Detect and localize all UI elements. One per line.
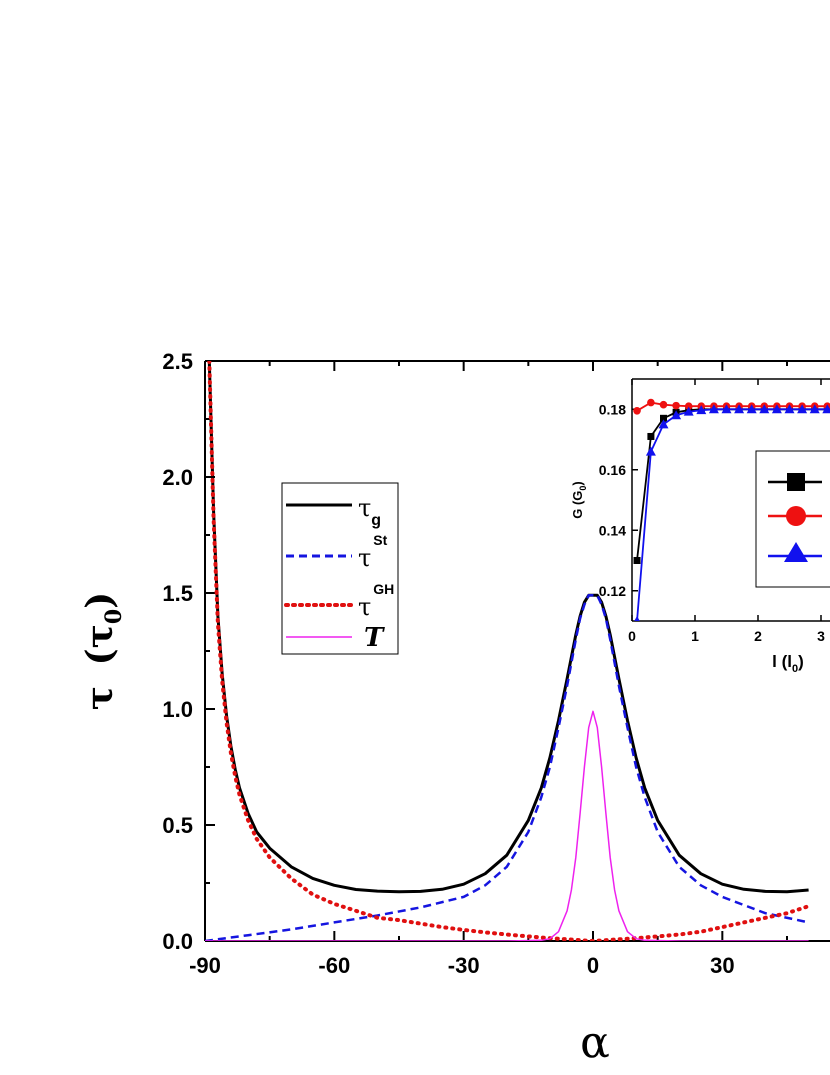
y-tick-label: 2.0 [162,465,193,490]
inset-legend-entry-squares [768,473,822,491]
series-line-T [205,710,809,941]
inset-legend-circle-marker [786,506,806,526]
inset-marker-triangle [771,404,782,414]
y-axis-symbol: τ [79,686,121,710]
series-line-tau_GH [207,361,811,941]
inset-y-tick-label: 0.12 [599,583,626,599]
inset-marker-triangle [809,404,820,414]
x-tick-label: -90 [189,953,221,978]
inset-marker-circle [672,401,680,410]
inset-marker-circle [647,398,655,407]
inset-marker-triangle [696,405,707,415]
inset-x-tick-label: 3 [817,628,825,644]
inset-y-tick-label: 0.14 [599,522,626,538]
inset-marker-triangle [784,404,795,414]
inset-x-tick-label: 2 [754,628,762,644]
inset-series [633,398,830,621]
inset-plot: 0 1 2 3 0.12 0.14 0.16 0.18 l (l0) G (G0) [570,378,830,675]
svg-text:τSt: τSt [358,532,388,572]
inset-marker-square [647,432,655,440]
x-tick-label: -30 [448,953,480,978]
inset-marker-triangle [759,404,770,414]
inset-y-axis-title: G (G0) [570,481,588,519]
inset-marker-triangle [708,404,719,414]
inset-marker-circle [684,402,693,411]
series-line-tau_St [205,594,809,941]
inset-marker-triangle [683,406,694,416]
main-ticks [204,360,788,942]
inset-marker-triangle [634,616,640,621]
y-tick-label: 1.5 [162,581,193,606]
x-tick-label: 30 [710,953,734,978]
x-axis-title: α [580,1017,610,1068]
inset-tick-labels: 0 1 2 3 0.12 0.14 0.16 0.18 [599,401,825,644]
inset-marker-circle [633,406,641,415]
legend-entry-tau-gh: τGH [284,581,394,621]
y-tick-label: 0.0 [162,929,193,954]
main-legend: τg τSt τGH T [281,482,399,655]
inset-marker-square [660,414,667,422]
svg-text:τg: τg [358,494,381,529]
y-tick-label: 1.0 [162,697,193,722]
y-axis-unit-sub: 0 [101,609,127,624]
inset-marker-triangle [658,419,669,429]
inset-legend-entry-circles [768,506,822,526]
inset-marker-triangle [645,446,656,456]
main-plot: -90 -60 -30 0 300.00.51.01.52.02.5 α τ (τ0) … [79,349,830,1068]
y-axis-title: τ (τ0) [79,592,127,710]
inset-marker-triangle [822,404,830,414]
y-tick-label: 0.5 [162,813,193,838]
legend-entry-transmission: T [286,623,385,653]
inset-marker-triangle [746,404,757,414]
svg-text:T: T [364,623,385,653]
inset-marker-square [633,557,641,564]
svg-text:τ (τ0): τ (τ0) [79,592,127,710]
inset-legend-triangle-marker [784,542,808,562]
inset-legend [755,450,830,588]
inset-marker-triangle [671,410,682,420]
inset-marker-triangle [734,404,745,414]
inset-marker-triangle [797,404,808,414]
y-tick-label: 2.5 [162,349,193,374]
legend-entry-tau-g: τg [286,494,381,529]
legend-box [281,482,399,655]
inset-legend-entry-triangles [768,542,822,562]
inset-y-tick-label: 0.18 [599,401,626,417]
svg-text:τGH: τGH [358,581,394,621]
x-tick-label: -60 [318,953,350,978]
inset-x-tick-label: 0 [628,628,636,644]
inset-x-axis-title: l (l0) [772,652,804,675]
y-axis-unit-symbol: τ [79,624,121,648]
svg-text:G (G0): G (G0) [570,481,588,519]
inset-marker-circle [659,400,668,409]
inset-marker-triangle [721,404,732,414]
x-tick-label: 0 [587,953,599,978]
main-series [205,361,811,941]
inset-x-tick-label: 1 [691,628,699,644]
inset-y-tick-label: 0.16 [599,462,626,478]
legend-entry-tau-st: τSt [286,532,388,572]
inset-legend-square-marker [787,473,805,491]
series-line-tau_g [207,361,809,894]
main-tick-labels: -90 -60 -30 0 30 0.0 0.5 1.0 1.5 2.0 2.5 [162,349,734,978]
